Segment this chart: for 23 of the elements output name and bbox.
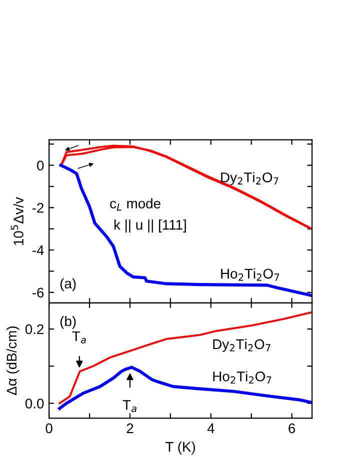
annotation: (b) [60, 316, 76, 329]
annotation: Ho$_{2}$Ti$_{2}$O$_{7}$ [213, 371, 272, 384]
annotation: T$_{a}$ [122, 400, 136, 412]
x-tick-label: 0 [46, 423, 52, 434]
annotation: c$_{L}$ mode [110, 198, 160, 211]
annotation: Dy$_{2}$Ti$_{2}$O$_{7}$ [213, 338, 270, 352]
y-tick-label: 0.2 [25, 324, 44, 334]
y-tick-label: 0.0 [25, 398, 44, 408]
y-axis-title: 10$^{5}$Δv/v [10, 196, 24, 246]
y-tick-label: -6 [32, 288, 44, 298]
y-tick-label: -2 [32, 202, 44, 213]
x-tick-label: 4 [207, 424, 214, 434]
x-tick-label: 6 [288, 423, 296, 434]
annotation: Ho$_{2}$Ti$_{2}$O$_{7}$ [221, 268, 280, 281]
y-tick-label: 0 [37, 160, 44, 170]
y-axis-title: Δα (dB/cm) [6, 326, 20, 396]
x-tick-label: 2 [126, 423, 134, 434]
annotation: Dy$_{2}$Ti$_{2}$O$_{7}$ [221, 172, 278, 186]
x-axis-title: T (K) [166, 442, 196, 454]
annotation: T$_{a}$ [72, 331, 86, 344]
annotation: k || u || [111] [114, 220, 186, 233]
y-tick-label: -4 [32, 246, 44, 256]
annotation: (a) [60, 278, 76, 292]
